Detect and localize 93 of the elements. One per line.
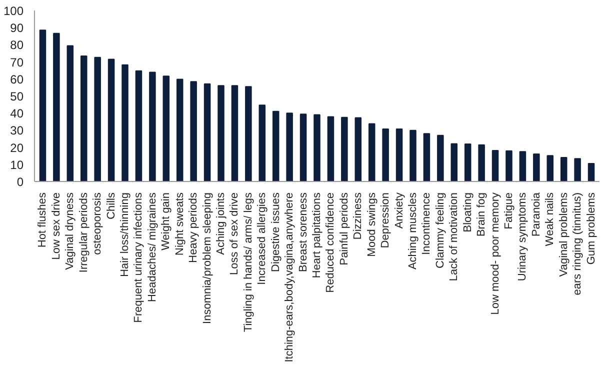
x-tick-label: Lack of motivation <box>448 192 460 282</box>
x-tick-label: Low sex drive <box>50 192 62 260</box>
x-tick-label: Painful periods <box>338 192 350 266</box>
y-tick-label: 90 <box>10 21 24 36</box>
x-tick-label: Chills <box>105 192 118 220</box>
x-tick-label: Aching muscles <box>406 192 419 270</box>
x-tick-label: Insomnia/problem sleeping <box>201 192 214 324</box>
x-tick-label: Breast soreness <box>297 192 310 272</box>
bar <box>94 56 101 182</box>
bar <box>464 144 472 182</box>
x-tick-label: Incontinence <box>420 192 433 255</box>
y-tick-label: 30 <box>10 124 24 138</box>
x-tick-label: Mood swings <box>366 192 378 257</box>
y-tick-label: 50 <box>10 90 24 104</box>
x-tick-label: Brain fog <box>476 192 488 237</box>
bar <box>341 116 348 182</box>
x-tick-label: Increased allergies <box>256 192 268 285</box>
x-tick-label: Night sweats <box>174 192 186 256</box>
bar <box>162 76 170 182</box>
y-tick-label: 100 <box>3 4 24 18</box>
bar <box>574 158 581 182</box>
bar <box>354 117 362 182</box>
x-tick-label: Irregular periods <box>78 192 90 273</box>
x-tick-label: Itching-ears,body,vagina,anywhere <box>284 192 296 362</box>
bar <box>53 32 60 182</box>
bar <box>588 163 595 182</box>
x-tick-label: Heavy periods <box>188 192 200 263</box>
bar <box>382 128 389 182</box>
bar <box>450 143 458 182</box>
bar <box>437 134 444 182</box>
bar <box>478 144 485 182</box>
y-tick-label: 80 <box>10 38 24 52</box>
bar <box>190 81 197 182</box>
bar <box>560 157 568 182</box>
bar <box>231 85 238 182</box>
y-tick-label: 20 <box>10 140 24 155</box>
bar <box>80 55 88 182</box>
bar <box>66 45 74 182</box>
x-tick-label: Loss of sex drive <box>228 192 241 276</box>
bar <box>410 130 416 182</box>
x-tick-label: Fatigue <box>502 192 515 230</box>
x-tick-label: Dizziness <box>352 192 364 240</box>
y-tick-label: 0 <box>16 175 24 189</box>
bar <box>218 85 224 182</box>
x-tick-label: Gum problems <box>585 192 598 265</box>
x-tick-label: Vaginal problems <box>558 192 570 277</box>
x-tick-label: Digestive issues <box>270 192 282 272</box>
x-tick-label: Frequent urinary infections <box>132 192 145 323</box>
bar <box>286 112 293 182</box>
bar <box>546 155 554 182</box>
x-tick-label: Clammy feeling <box>434 192 446 268</box>
bar <box>519 151 526 182</box>
bar <box>176 78 184 182</box>
y-tick-label: 60 <box>10 72 24 86</box>
bar <box>423 133 430 182</box>
x-tick-label: Tingling in hands/ arms/ legs <box>242 192 254 332</box>
x-tick-label: Weight gain <box>160 192 172 250</box>
x-tick-label: Heart palpitations <box>311 192 323 278</box>
bar <box>533 153 540 182</box>
bar <box>314 114 320 182</box>
bar <box>506 150 512 182</box>
x-tick-label: Anxiety <box>393 192 406 229</box>
bar <box>204 83 211 182</box>
x-tick-label: Weak nails <box>544 192 556 246</box>
bar <box>245 86 252 182</box>
bar <box>492 150 499 182</box>
x-tick-label: Depression <box>380 192 392 248</box>
y-tick-label: 70 <box>10 55 24 70</box>
x-tick-label: Hot flushes <box>36 192 49 248</box>
bar <box>108 58 115 182</box>
x-tick-label: osteoporosis <box>92 192 104 255</box>
bar <box>396 128 403 182</box>
bar <box>39 30 46 182</box>
y-tick-label: 10 <box>10 158 24 172</box>
x-tick-label: ears ringing (tinnitus) <box>572 192 584 296</box>
bar <box>327 116 334 182</box>
bar <box>272 110 280 182</box>
bar <box>258 104 266 182</box>
x-tick-label: Bloating <box>462 192 474 232</box>
bar <box>122 64 128 182</box>
y-tick-label: 40 <box>10 106 24 121</box>
x-tick-label: Vaginal dryness <box>64 192 76 270</box>
bar <box>135 70 142 182</box>
x-tick-label: Hair loss/thinning <box>119 192 132 277</box>
x-tick-label: Headaches/ migraines <box>146 192 158 302</box>
x-tick-label: Low mood- poor memory <box>489 192 502 315</box>
x-tick-label: Paranoia <box>530 192 542 237</box>
bar <box>300 114 307 182</box>
bar <box>368 123 376 182</box>
x-tick-label: Aching joints <box>215 192 228 255</box>
x-tick-label: Reduced confidence <box>324 192 337 293</box>
bar <box>149 72 156 182</box>
x-tick-label: Urinary symptoms <box>516 192 529 282</box>
